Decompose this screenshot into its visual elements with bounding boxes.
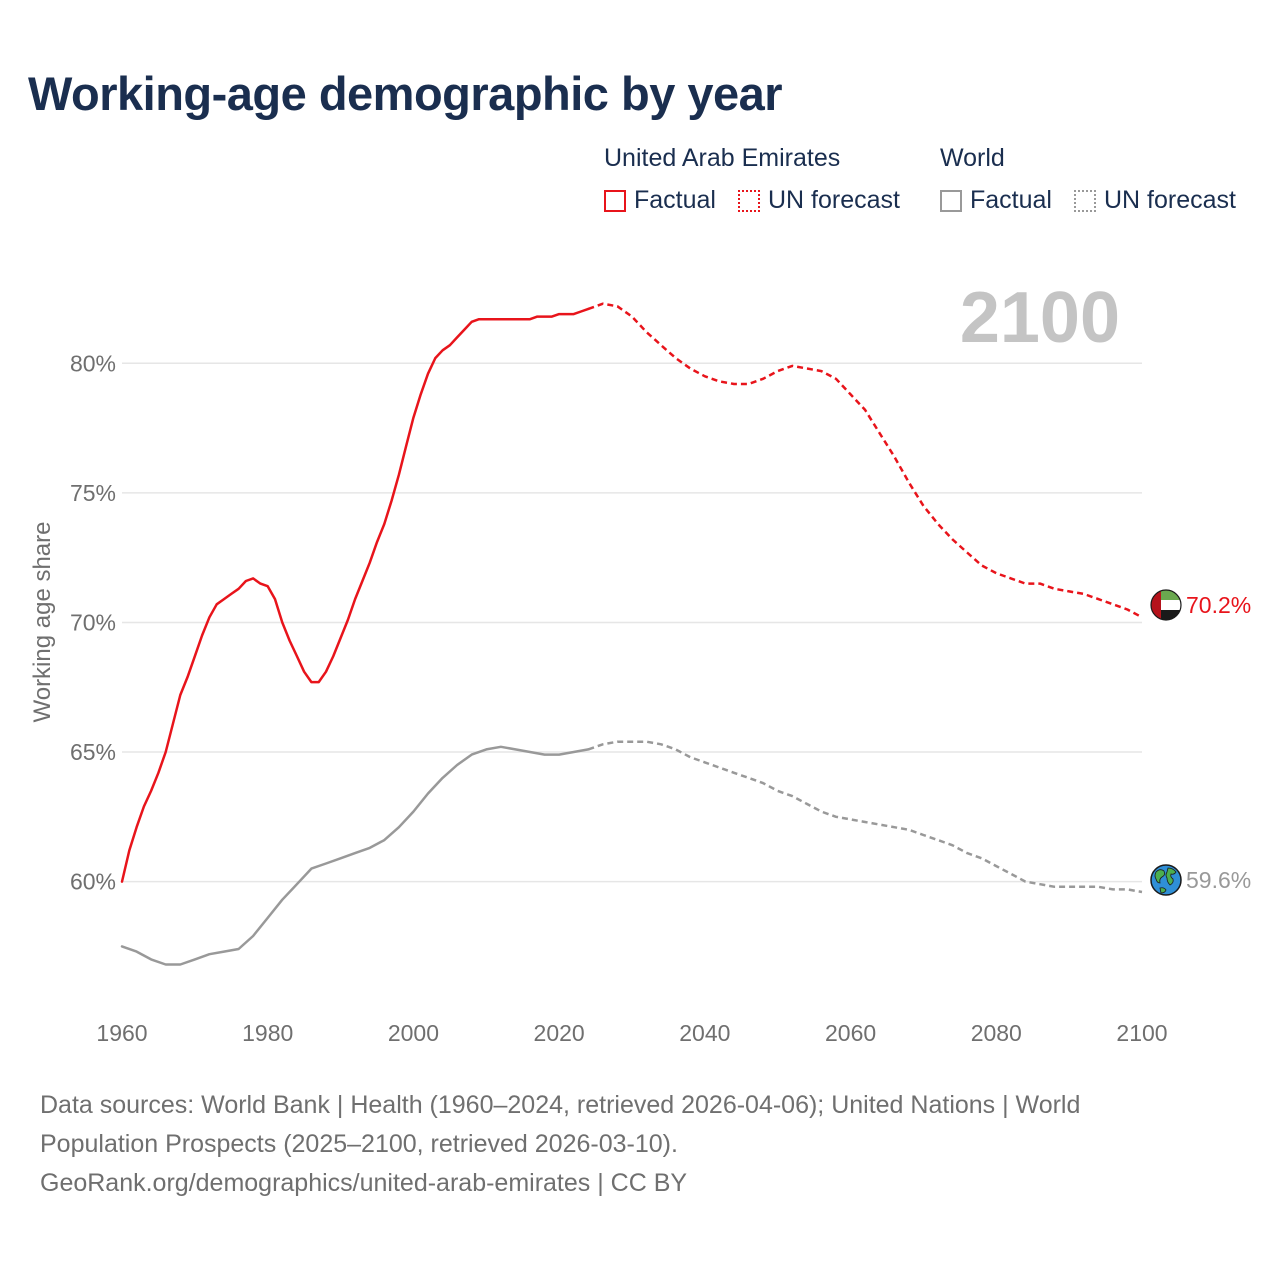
legend-title-uae: United Arab Emirates [604, 144, 841, 172]
y-tick-label: 80% [70, 350, 116, 376]
legend-title-world: World [940, 144, 1005, 172]
uae-forecast-line [587, 302, 1143, 619]
sources-line-2: Population Prospects (2025–2100, retriev… [40, 1130, 678, 1158]
y-tick-label: 70% [70, 609, 116, 635]
line-chart: 2100 60% 65% 70% 75% 80% 1960 1980 2000 2020 2040… [29, 278, 1251, 1046]
legend-label: UN forecast [1104, 186, 1236, 214]
grid [122, 362, 1142, 883]
uae-end-label: 70.2% [1186, 592, 1251, 618]
legend-swatch-uae-forecast [738, 189, 760, 212]
world-end-label: 59.6% [1186, 867, 1251, 893]
world-factual-line [120, 745, 590, 966]
legend-item-world-factual[interactable]: Factual [940, 186, 1052, 215]
x-tick-label: 2080 [971, 1020, 1022, 1046]
chart-title: Working-age demographic by year [28, 67, 783, 120]
series [120, 302, 1143, 966]
x-tick-label: 1960 [96, 1020, 147, 1046]
x-tick-label: 2000 [388, 1020, 439, 1046]
y-tick-label: 60% [70, 869, 116, 895]
legend-swatch-world-forecast [1074, 189, 1096, 212]
legend-swatch-world-factual [940, 189, 962, 212]
x-tick-label: 1980 [242, 1020, 293, 1046]
year-overlay: 2100 [960, 278, 1120, 358]
legend-label: Factual [634, 186, 716, 214]
y-tick-label: 65% [70, 739, 116, 765]
legend-item-world-forecast[interactable]: UN forecast [1074, 186, 1236, 215]
x-tick-label: 2060 [825, 1020, 876, 1046]
data-sources: Data sources: World Bank | Health (1960–… [40, 1086, 1220, 1203]
sources-line-1: Data sources: World Bank | Health (1960–… [40, 1091, 1081, 1119]
x-tick-label: 2100 [1116, 1020, 1167, 1046]
y-axis-label: Working age share [29, 522, 56, 723]
x-tick-label: 2040 [679, 1020, 730, 1046]
legend-item-uae-factual[interactable]: Factual [604, 186, 716, 215]
legend-swatch-uae-factual [604, 189, 626, 212]
axes: 60% 65% 70% 75% 80% 1960 1980 2000 2020 2040 2060 2… [70, 350, 1168, 1046]
globe-icon [1150, 864, 1182, 896]
uae-factual-line [120, 307, 590, 883]
legend-label: UN forecast [768, 186, 900, 214]
legend-item-uae-forecast[interactable]: UN forecast [738, 186, 900, 215]
sources-link[interactable]: GeoRank.org/demographics/united-arab-emi… [40, 1169, 688, 1197]
uae-flag-icon [1150, 589, 1182, 621]
world-forecast-line [587, 740, 1143, 894]
y-tick-label: 75% [70, 480, 116, 506]
legend-label: Factual [970, 186, 1052, 214]
x-tick-label: 2020 [534, 1020, 585, 1046]
